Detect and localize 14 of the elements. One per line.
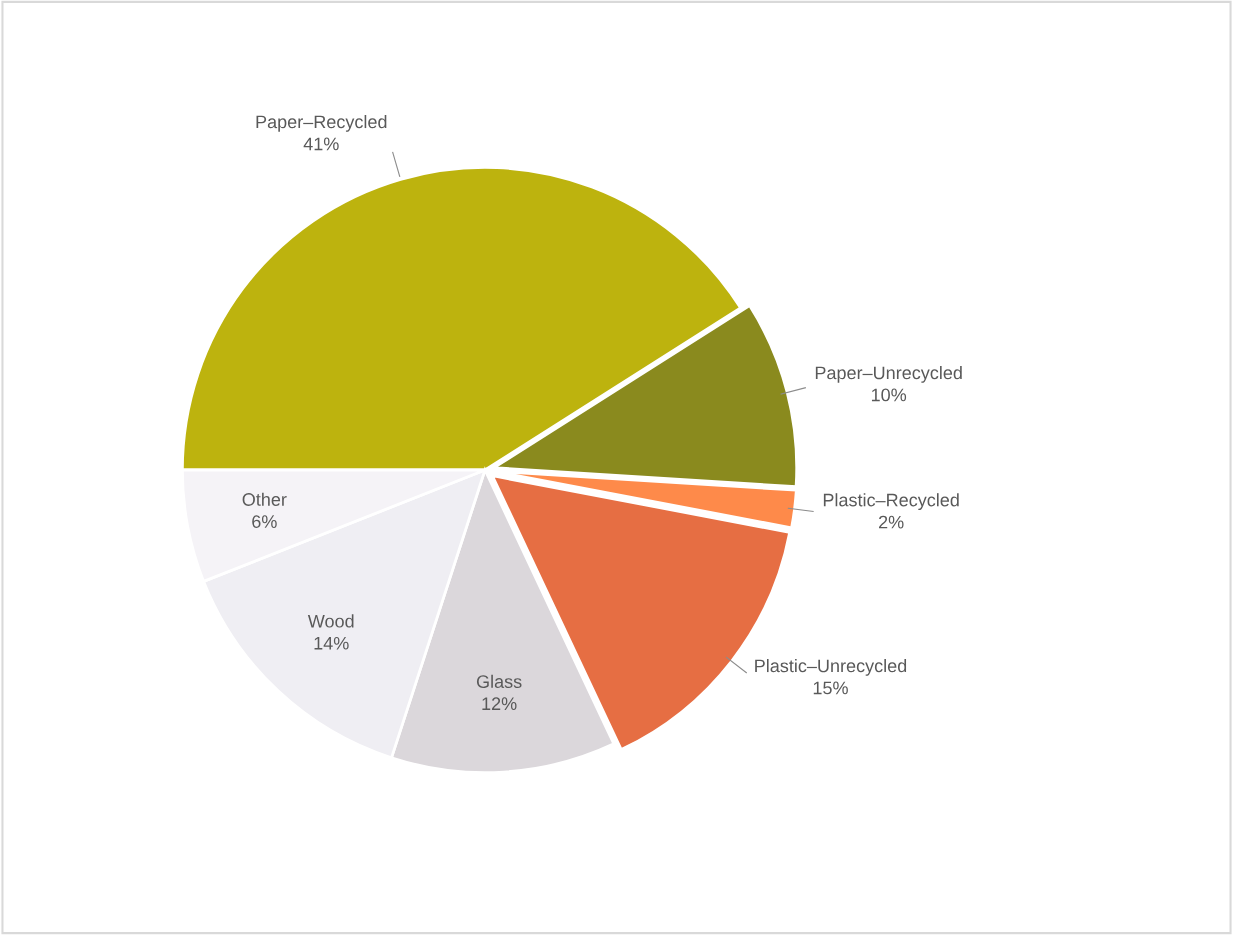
data-label: 10% bbox=[871, 388, 907, 402]
slice-label: Glass bbox=[476, 674, 522, 689]
slice-label: Other bbox=[242, 492, 287, 506]
slice-label: Wood bbox=[307, 614, 354, 628]
data-label: 6% bbox=[252, 515, 277, 528]
slice-label: Plastic–Unrecycled bbox=[755, 658, 907, 676]
slice-label: Plastic–Recycled bbox=[823, 493, 959, 511]
data-label: 41% bbox=[303, 137, 339, 151]
data-label: 2% bbox=[879, 515, 904, 529]
slice-label: Paper–Recycled bbox=[256, 114, 387, 132]
slice-label: Paper–Unrecycled bbox=[815, 365, 962, 383]
data-label: 12% bbox=[482, 697, 517, 711]
data-label: 14% bbox=[314, 636, 349, 650]
data-label: 15% bbox=[813, 681, 848, 695]
